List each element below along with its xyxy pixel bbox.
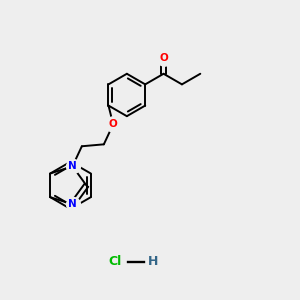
Text: N: N bbox=[68, 200, 77, 209]
Text: O: O bbox=[109, 119, 118, 129]
Text: O: O bbox=[159, 52, 168, 63]
Text: H: H bbox=[148, 255, 158, 268]
Text: N: N bbox=[68, 161, 77, 171]
Text: Cl: Cl bbox=[108, 255, 121, 268]
